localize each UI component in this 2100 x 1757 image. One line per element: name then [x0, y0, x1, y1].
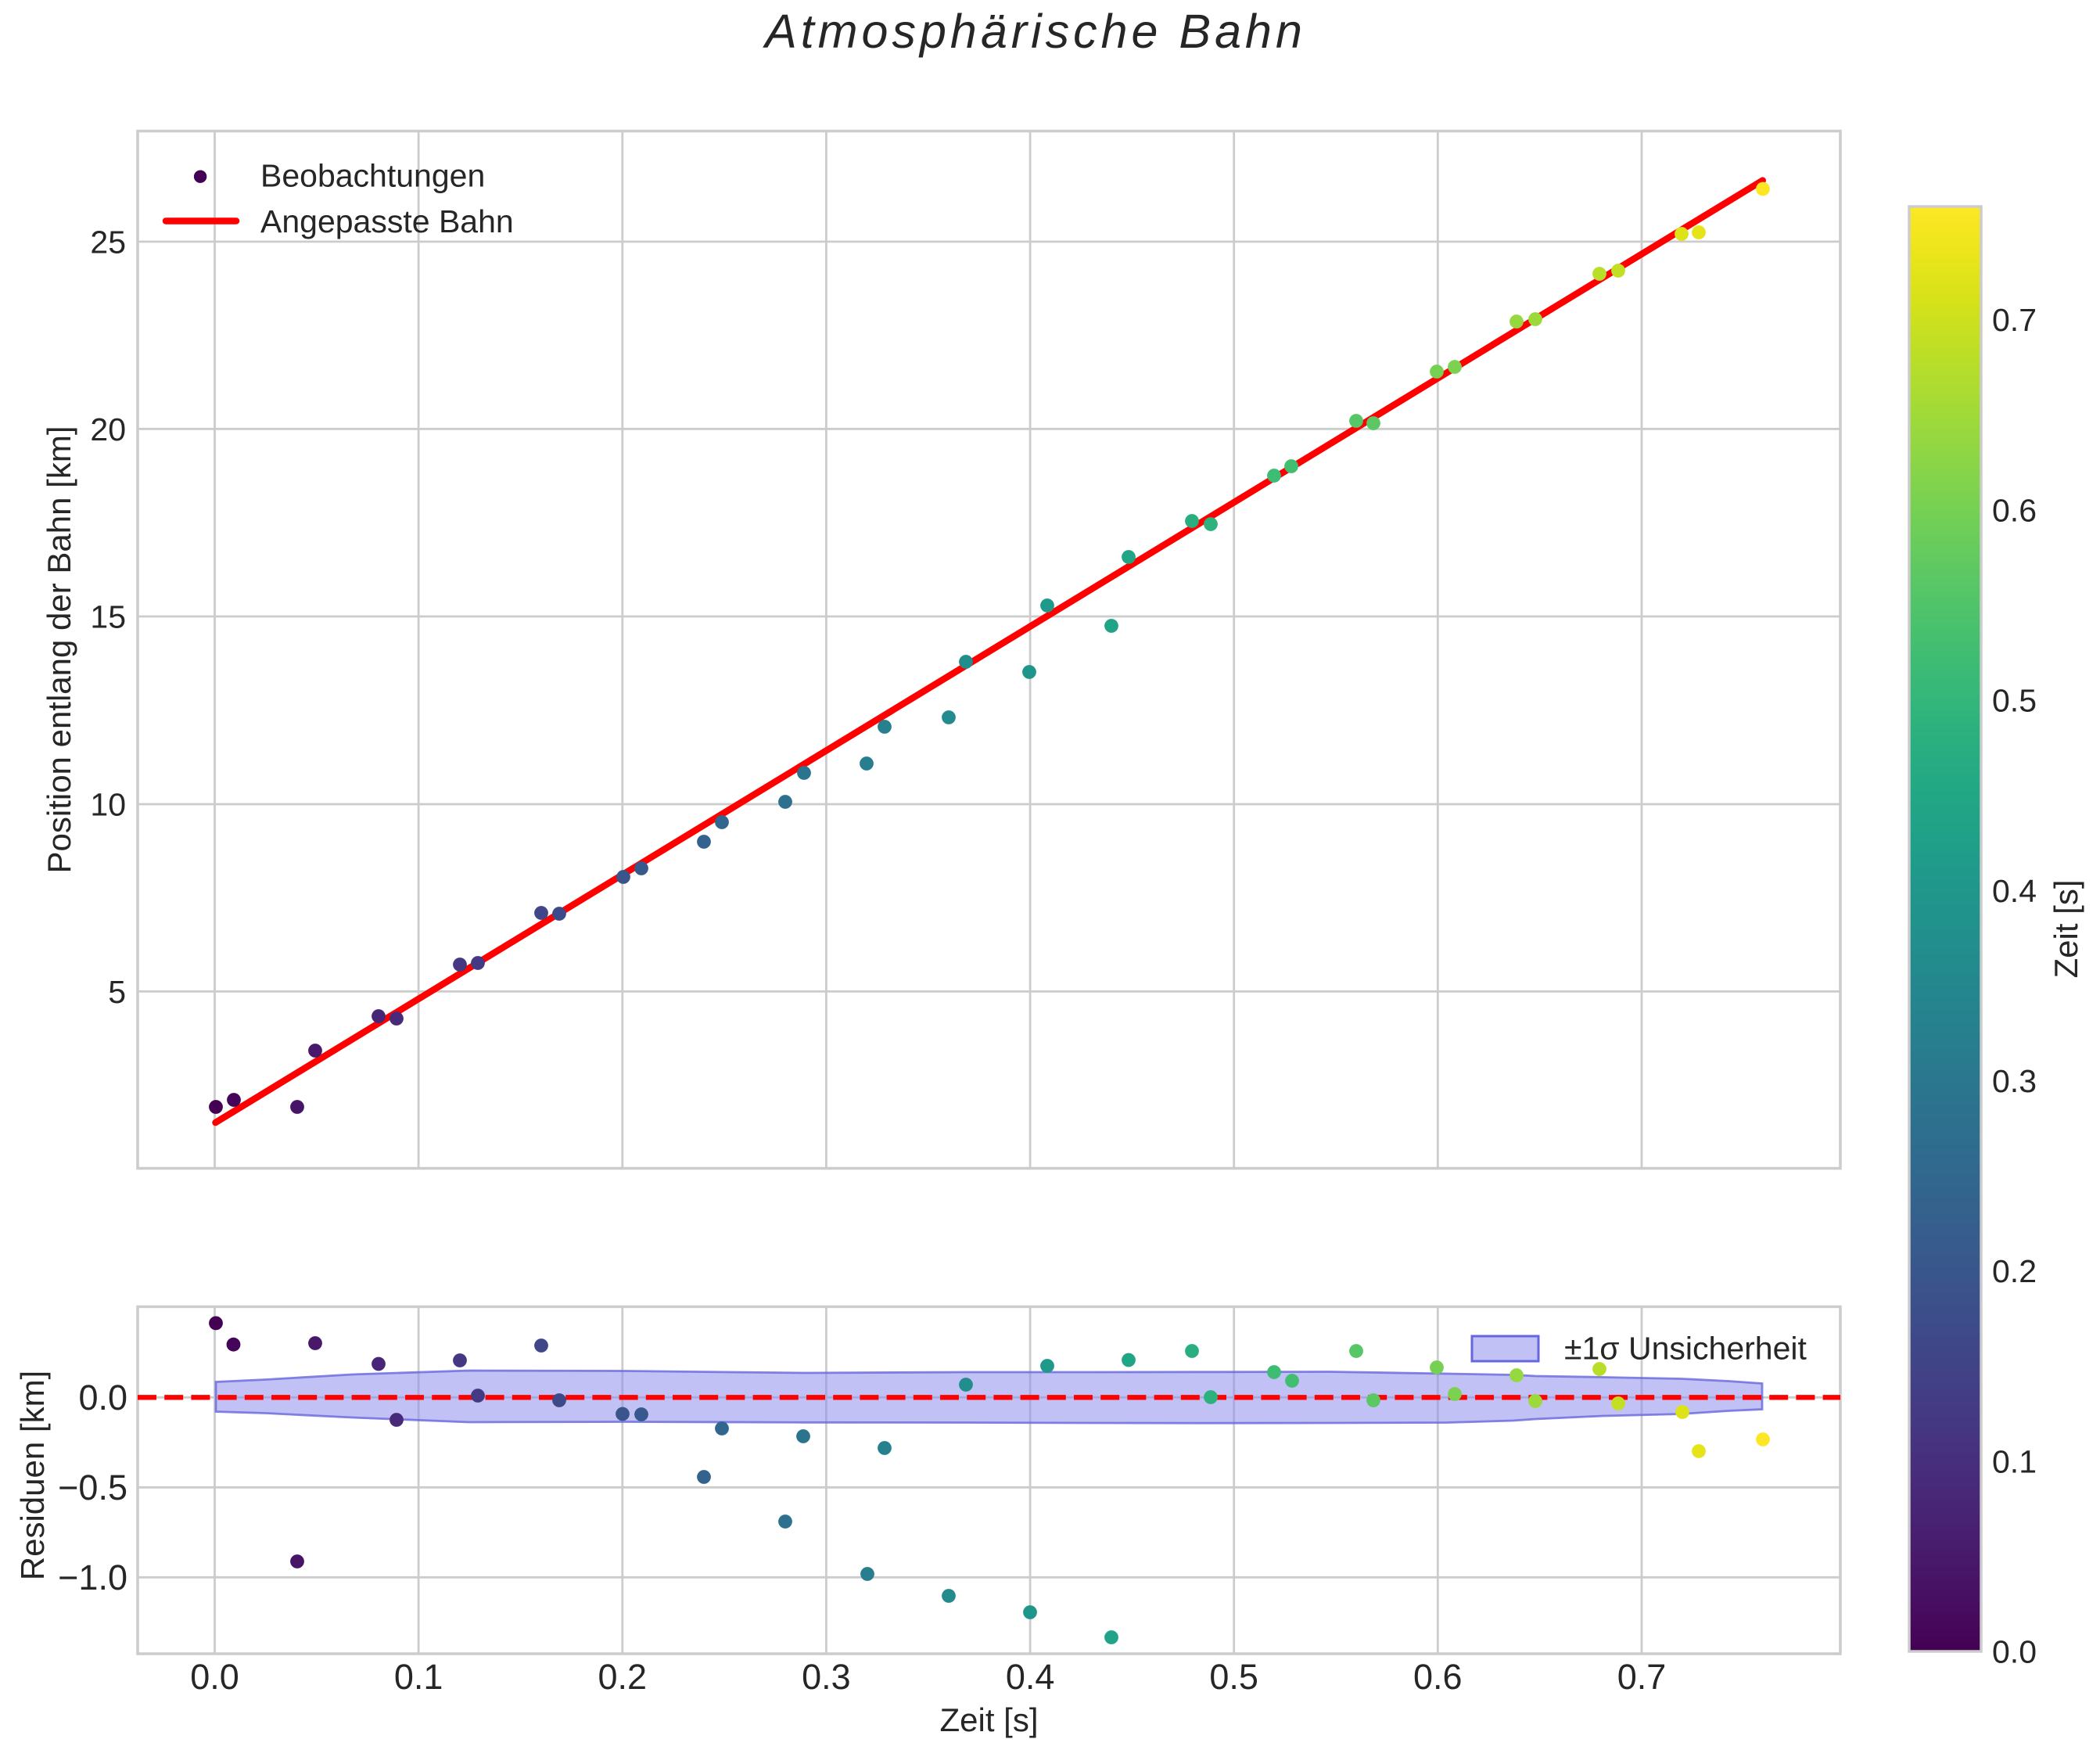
- svg-text:15: 15: [90, 599, 126, 635]
- svg-text:0.6: 0.6: [1992, 492, 2037, 528]
- svg-text:0.2: 0.2: [598, 1657, 648, 1697]
- svg-text:0.4: 0.4: [1992, 873, 2037, 909]
- svg-text:0.1: 0.1: [1992, 1443, 2037, 1479]
- svg-text:Zeit [s]: Zeit [s]: [939, 1701, 1038, 1738]
- svg-text:0.5: 0.5: [1992, 683, 2037, 719]
- svg-text:Beobachtungen: Beobachtungen: [260, 158, 485, 194]
- svg-text:Residuen [km]: Residuen [km]: [14, 1371, 51, 1580]
- svg-text:0.3: 0.3: [802, 1657, 851, 1697]
- svg-text:0.1: 0.1: [394, 1657, 443, 1697]
- svg-text:0.0: 0.0: [190, 1657, 239, 1697]
- svg-text:0.3: 0.3: [1992, 1063, 2037, 1099]
- svg-text:0.7: 0.7: [1617, 1657, 1667, 1697]
- svg-text:0.7: 0.7: [1992, 302, 2037, 338]
- svg-text:5: 5: [108, 974, 126, 1010]
- svg-text:±1σ Unsicherheit: ±1σ Unsicherheit: [1564, 1331, 1807, 1367]
- svg-text:−1.0: −1.0: [58, 1558, 127, 1597]
- svg-text:0.2: 0.2: [1992, 1253, 2037, 1289]
- svg-text:0.5: 0.5: [1209, 1657, 1258, 1697]
- svg-text:Angepasste Bahn: Angepasste Bahn: [260, 203, 514, 239]
- svg-text:10: 10: [90, 787, 126, 823]
- svg-text:20: 20: [90, 411, 126, 447]
- svg-text:Position entlang der Bahn [km]: Position entlang der Bahn [km]: [41, 426, 77, 873]
- svg-text:−0.5: −0.5: [58, 1468, 127, 1507]
- svg-text:Zeit [s]: Zeit [s]: [2048, 879, 2084, 978]
- svg-text:25: 25: [90, 224, 126, 260]
- svg-text:0.0: 0.0: [1992, 1634, 2037, 1670]
- svg-text:Atmosphärische Bahn: Atmosphärische Bahn: [762, 5, 1306, 58]
- svg-text:0.0: 0.0: [78, 1378, 127, 1417]
- svg-text:0.4: 0.4: [1006, 1657, 1055, 1697]
- svg-text:0.6: 0.6: [1413, 1657, 1463, 1697]
